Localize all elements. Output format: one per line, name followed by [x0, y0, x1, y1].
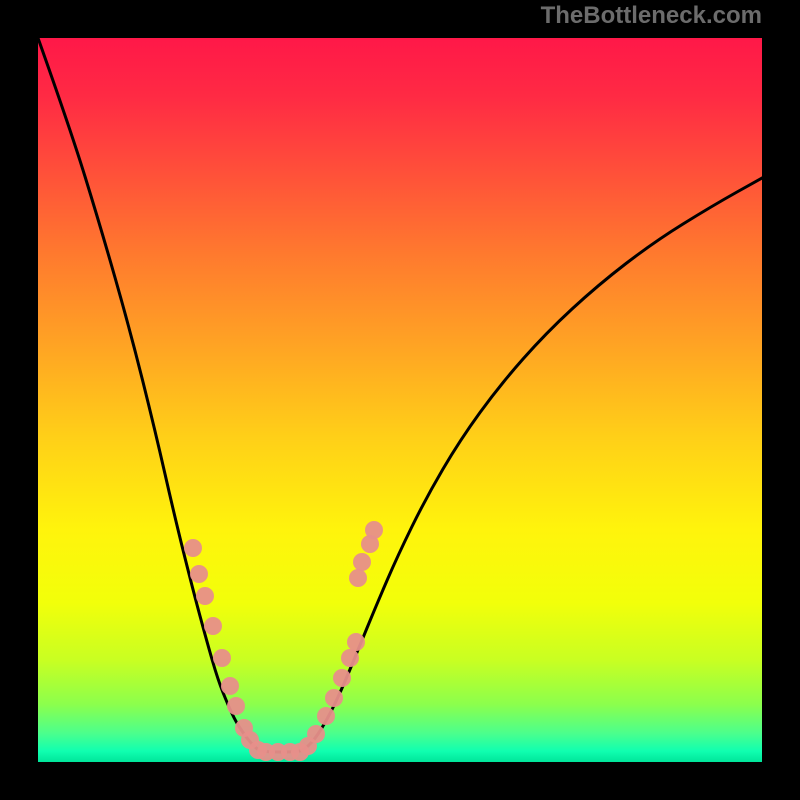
threshold-dot [213, 649, 231, 667]
watermark-text: TheBottleneck.com [541, 2, 762, 30]
threshold-dot [307, 725, 325, 743]
threshold-dot [221, 677, 239, 695]
threshold-dot [353, 553, 371, 571]
plot-svg [38, 38, 762, 762]
threshold-dot [347, 633, 365, 651]
outer-black-frame: TheBottleneck.com [0, 0, 800, 800]
threshold-dot [184, 539, 202, 557]
threshold-dot [227, 697, 245, 715]
threshold-dot [317, 707, 335, 725]
threshold-dot [196, 587, 214, 605]
threshold-dot [341, 649, 359, 667]
threshold-dot [190, 565, 208, 583]
plot-area [38, 38, 762, 762]
threshold-dot [325, 689, 343, 707]
threshold-dot [333, 669, 351, 687]
threshold-dot [349, 569, 367, 587]
threshold-dot [365, 521, 383, 539]
threshold-dot [204, 617, 222, 635]
